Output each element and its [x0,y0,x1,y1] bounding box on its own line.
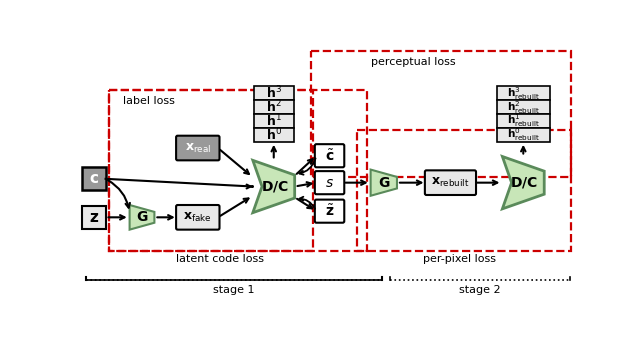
Text: $\mathbf{G}$: $\mathbf{G}$ [136,210,148,224]
Polygon shape [371,169,397,196]
Text: $\tilde{\mathbf{z}}$: $\tilde{\mathbf{z}}$ [325,203,334,219]
Text: $s$: $s$ [325,176,334,190]
FancyBboxPatch shape [83,167,106,190]
FancyBboxPatch shape [83,206,106,229]
FancyBboxPatch shape [497,114,550,128]
Text: stage 1: stage 1 [214,285,255,295]
Text: $\mathbf{x}_{\mathrm{real}}$: $\mathbf{x}_{\mathrm{real}}$ [185,142,211,155]
Text: $\tilde{\mathbf{c}}$: $\tilde{\mathbf{c}}$ [325,148,334,164]
Text: latent code loss: latent code loss [175,254,264,264]
Text: $\mathbf{D/C}$: $\mathbf{D/C}$ [260,179,289,194]
Text: label loss: label loss [123,96,175,106]
Text: $\mathbf{h}^2$: $\mathbf{h}^2$ [266,99,282,116]
Text: $\mathbf{c}$: $\mathbf{c}$ [89,171,99,186]
Polygon shape [502,157,544,209]
FancyBboxPatch shape [176,205,220,230]
Text: $\mathbf{h}^1_{\mathrm{rebuilt}}$: $\mathbf{h}^1_{\mathrm{rebuilt}}$ [507,113,540,129]
FancyBboxPatch shape [497,86,550,100]
FancyBboxPatch shape [253,86,294,100]
FancyBboxPatch shape [315,200,344,223]
Text: $\mathbf{h}^0$: $\mathbf{h}^0$ [266,127,282,143]
Text: $\mathbf{x}_{\mathrm{rebuilt}}$: $\mathbf{x}_{\mathrm{rebuilt}}$ [431,176,469,189]
FancyBboxPatch shape [253,128,294,142]
Text: $\mathbf{h}^3$: $\mathbf{h}^3$ [266,85,282,102]
Text: perceptual loss: perceptual loss [371,57,456,67]
Text: $\mathbf{h}^1$: $\mathbf{h}^1$ [266,113,282,129]
FancyBboxPatch shape [253,114,294,128]
Text: $\mathbf{z}$: $\mathbf{z}$ [89,210,99,225]
FancyBboxPatch shape [425,171,476,195]
FancyBboxPatch shape [315,144,344,167]
Text: $\mathbf{h}^2_{\mathrm{rebuilt}}$: $\mathbf{h}^2_{\mathrm{rebuilt}}$ [507,99,540,116]
Polygon shape [253,160,294,213]
FancyBboxPatch shape [497,100,550,114]
FancyBboxPatch shape [176,136,220,160]
Text: $\mathbf{h}^3_{\mathrm{rebuilt}}$: $\mathbf{h}^3_{\mathrm{rebuilt}}$ [507,85,540,102]
Polygon shape [129,205,154,230]
FancyBboxPatch shape [253,100,294,114]
Text: stage 2: stage 2 [459,285,500,295]
Text: $\mathbf{x}_{\mathrm{fake}}$: $\mathbf{x}_{\mathrm{fake}}$ [184,211,212,224]
Text: $\mathbf{h}^0_{\mathrm{rebuilt}}$: $\mathbf{h}^0_{\mathrm{rebuilt}}$ [507,127,540,143]
Text: $\mathbf{G}$: $\mathbf{G}$ [378,176,390,190]
FancyBboxPatch shape [315,171,344,194]
FancyBboxPatch shape [497,128,550,142]
Text: $\mathbf{D/C}$: $\mathbf{D/C}$ [510,175,538,190]
Text: per-pixel loss: per-pixel loss [423,254,496,264]
